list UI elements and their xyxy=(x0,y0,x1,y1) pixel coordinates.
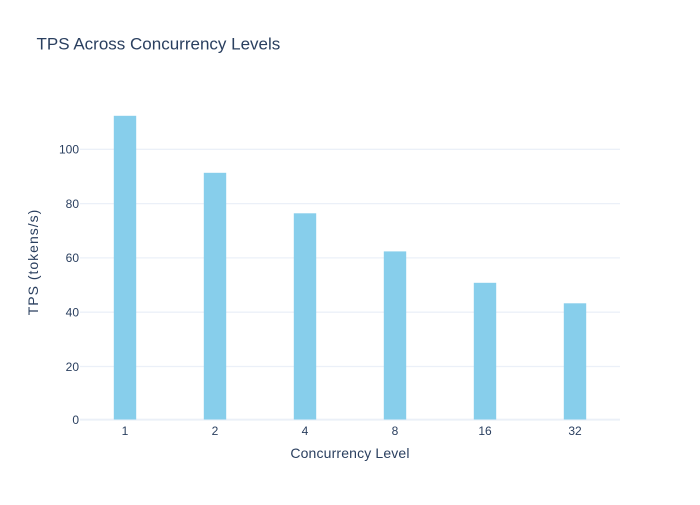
svg-text:60: 60 xyxy=(66,251,80,265)
svg-text:80: 80 xyxy=(66,197,80,211)
svg-text:16: 16 xyxy=(478,424,492,438)
svg-text:TPS (tokens/s): TPS (tokens/s) xyxy=(25,209,41,316)
svg-text:TPS Across Concurrency Levels: TPS Across Concurrency Levels xyxy=(37,34,281,53)
svg-text:1: 1 xyxy=(122,424,129,438)
svg-text:20: 20 xyxy=(66,360,80,374)
svg-text:2: 2 xyxy=(212,424,219,438)
svg-text:100: 100 xyxy=(59,143,79,157)
svg-text:32: 32 xyxy=(568,424,582,438)
svg-text:Concurrency Level: Concurrency Level xyxy=(290,445,409,461)
svg-text:0: 0 xyxy=(72,413,79,427)
svg-text:8: 8 xyxy=(392,424,399,438)
svg-text:4: 4 xyxy=(302,424,309,438)
svg-text:40: 40 xyxy=(66,306,80,320)
